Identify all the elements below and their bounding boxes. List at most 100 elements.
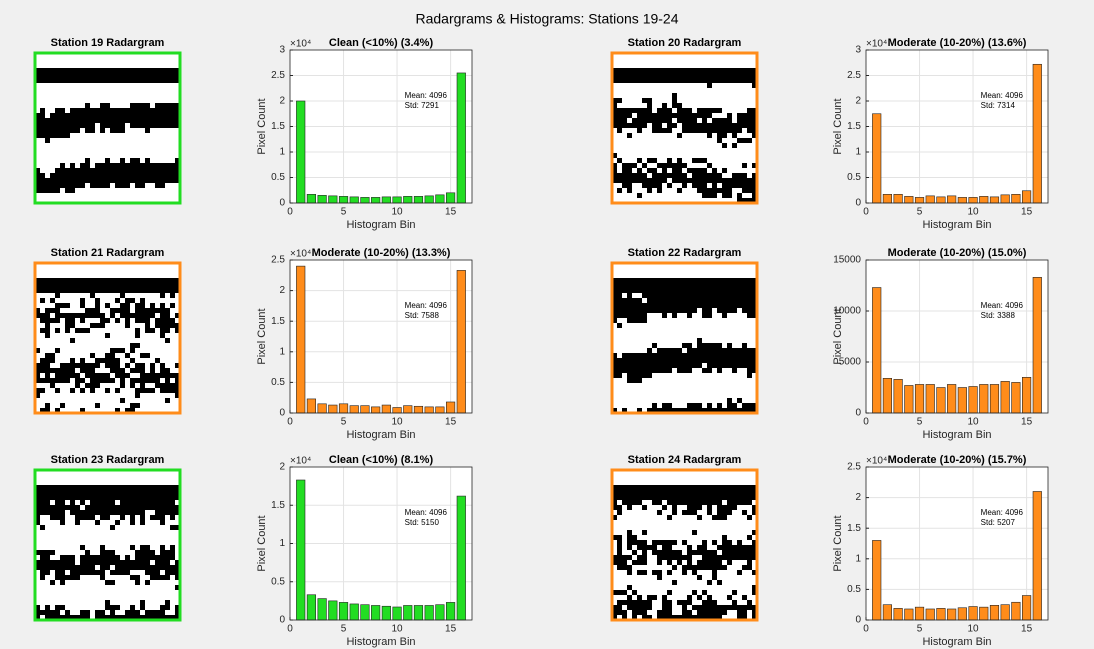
x-tick-label: 15: [1021, 417, 1033, 428]
bar: [1000, 604, 1010, 621]
y-tick-label: 2: [855, 492, 861, 503]
y-tick-label: 2.5: [847, 70, 861, 81]
bar: [338, 403, 349, 414]
x-tick-label: 10: [391, 417, 403, 428]
radargram-title: Station 21 Radargram: [51, 247, 165, 259]
bar: [1011, 194, 1021, 204]
y-tick-label: 0.5: [271, 172, 285, 183]
y-axis-label: Pixel Count: [256, 515, 268, 571]
bar: [979, 606, 989, 621]
bar: [1011, 601, 1021, 621]
y-tick-label: 2: [279, 285, 285, 296]
bar: [435, 604, 445, 621]
bar: [435, 406, 445, 414]
bar: [957, 607, 967, 621]
bar: [413, 196, 424, 204]
y-tick-label: 10000: [833, 306, 861, 317]
y-tick-label: 0: [855, 615, 861, 626]
y-tick-label: 2: [855, 96, 861, 107]
bar: [1032, 277, 1042, 414]
bar: [968, 386, 978, 414]
radargram-title: Station 20 Radargram: [628, 37, 742, 49]
x-tick-label: 0: [863, 417, 869, 428]
x-tick-label: 5: [341, 624, 347, 635]
y-exponent: ×10⁴: [290, 456, 311, 467]
y-exponent: ×10⁴: [866, 39, 887, 50]
bar: [371, 197, 381, 204]
y-tick-label: 0.5: [847, 584, 861, 595]
bar: [349, 405, 359, 414]
bar: [979, 384, 989, 414]
bar: [1022, 376, 1032, 414]
x-tick-label: 15: [1021, 207, 1033, 218]
bar: [904, 196, 914, 204]
y-tick-label: 0.5: [271, 576, 285, 587]
annotation: Mean: 4096: [981, 508, 1024, 517]
bar: [968, 606, 978, 621]
bar: [381, 196, 391, 204]
bar: [381, 404, 391, 414]
x-axis-label: Histogram Bin: [346, 429, 415, 441]
y-tick-label: 1: [279, 346, 285, 357]
bar: [882, 194, 892, 204]
bar: [360, 197, 370, 204]
bar: [914, 384, 925, 414]
bar: [296, 479, 306, 621]
bar: [424, 406, 434, 414]
x-tick-label: 0: [287, 207, 293, 218]
bar: [413, 405, 424, 414]
x-tick-label: 10: [967, 417, 979, 428]
bar: [947, 608, 957, 621]
y-tick-label: 1.5: [847, 121, 861, 132]
x-tick-label: 10: [391, 207, 403, 218]
x-tick-label: 10: [967, 207, 979, 218]
bar: [403, 196, 413, 204]
bar: [1032, 63, 1042, 204]
y-exponent: ×10⁴: [866, 456, 887, 467]
annotation: Std: 5207: [981, 518, 1016, 527]
radargram-image: [612, 68, 757, 203]
x-axis-label: Histogram Bin: [922, 636, 991, 648]
bar: [968, 197, 978, 204]
bar: [957, 387, 967, 414]
radargram-title: Station 23 Radargram: [51, 454, 165, 466]
annotation: Mean: 4096: [405, 301, 448, 310]
bar: [403, 605, 413, 621]
y-axis-label: Pixel Count: [256, 98, 268, 154]
bar: [947, 384, 957, 414]
y-tick-label: 1.5: [847, 523, 861, 534]
bar: [446, 401, 456, 414]
chart-title: Moderate (10-20%) (15.0%): [888, 247, 1027, 259]
bar: [989, 196, 1000, 204]
bar: [392, 407, 402, 414]
x-tick-label: 15: [1021, 624, 1033, 635]
bar: [872, 287, 882, 414]
bar: [360, 405, 370, 414]
bar: [446, 602, 456, 621]
x-tick-label: 5: [917, 207, 923, 218]
bar: [349, 603, 359, 621]
bar: [296, 100, 306, 204]
x-tick-label: 5: [341, 207, 347, 218]
bar: [893, 608, 903, 621]
y-tick-label: 1.5: [271, 500, 285, 511]
bar: [893, 194, 903, 204]
x-tick-label: 0: [287, 417, 293, 428]
radargram-image: [612, 278, 757, 413]
bar: [456, 495, 466, 621]
y-tick-label: 2.5: [847, 462, 861, 473]
y-exponent: ×10⁴: [290, 249, 311, 260]
radargram-image: [35, 485, 180, 620]
radargram-border: [610, 261, 759, 415]
x-tick-label: 10: [391, 624, 403, 635]
bar: [338, 196, 349, 204]
annotation: Mean: 4096: [981, 301, 1024, 310]
y-tick-label: 0.5: [271, 377, 285, 388]
bar: [1011, 382, 1021, 414]
bar: [882, 378, 892, 414]
y-tick-label: 2: [279, 96, 285, 107]
x-tick-label: 5: [917, 624, 923, 635]
y-tick-label: 2: [279, 462, 285, 473]
y-tick-label: 0: [855, 198, 861, 209]
